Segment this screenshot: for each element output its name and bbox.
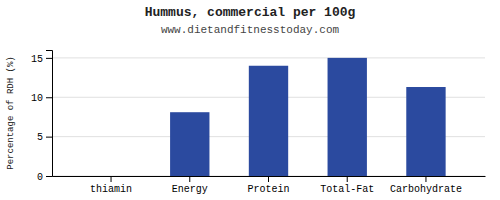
y-tick: 10	[31, 93, 52, 104]
x-tick-mark	[425, 176, 426, 182]
y-axis-line	[46, 51, 53, 177]
y-tick: 15	[31, 54, 52, 65]
x-tick-label: Total-Fat	[320, 184, 374, 195]
bar	[170, 112, 209, 176]
bar	[406, 87, 445, 176]
x-tick-mark	[268, 176, 269, 182]
y-axis: 0 5 10 15	[31, 51, 53, 183]
x-tick: Total-Fat	[320, 176, 374, 195]
bar	[328, 58, 367, 176]
x-tick-mark	[111, 176, 112, 182]
x-tick: Carbohydrate	[390, 176, 462, 195]
bar	[91, 176, 130, 177]
x-tick: Protein	[247, 176, 289, 195]
bar	[249, 66, 288, 176]
grid-line	[52, 57, 485, 58]
y-tick-label: 5	[37, 132, 43, 143]
bars	[170, 58, 446, 176]
title: Hummus, commercial per 100g	[145, 5, 356, 20]
y-tick-label: 10	[31, 93, 43, 104]
x-axis: thiamin Energy Protein Total-Fat Carbohydrat…	[53, 176, 486, 195]
y-tick-mark	[46, 137, 52, 138]
y-axis-title: Percentage of RDH (%)	[6, 56, 16, 169]
x-tick: thiamin	[90, 176, 132, 195]
x-tick: Energy	[172, 176, 208, 195]
subtitle: www.dietandfitnesstoday.com	[161, 24, 340, 36]
y-tick: 0	[37, 172, 52, 183]
plot-area: 0 5 10 15 thiamin Energy Protein Total-Fat Carbo…	[31, 51, 486, 196]
y-tick-mark	[46, 97, 52, 98]
grid	[52, 58, 485, 176]
y-tick-label: 0	[37, 172, 43, 183]
x-tick-label: Protein	[247, 184, 289, 195]
x-tick-label: Energy	[172, 184, 208, 195]
x-tick-mark	[189, 176, 190, 182]
x-tick-mark	[347, 176, 348, 182]
y-tick: 5	[37, 132, 52, 143]
y-tick-mark	[46, 58, 52, 59]
y-tick-label: 15	[31, 54, 43, 65]
y-tick-mark	[46, 176, 52, 177]
x-tick-label: Carbohydrate	[390, 184, 462, 195]
chart: Hummus, commercial per 100g www.dietandfi…	[0, 0, 500, 200]
x-tick-label: thiamin	[90, 184, 132, 195]
